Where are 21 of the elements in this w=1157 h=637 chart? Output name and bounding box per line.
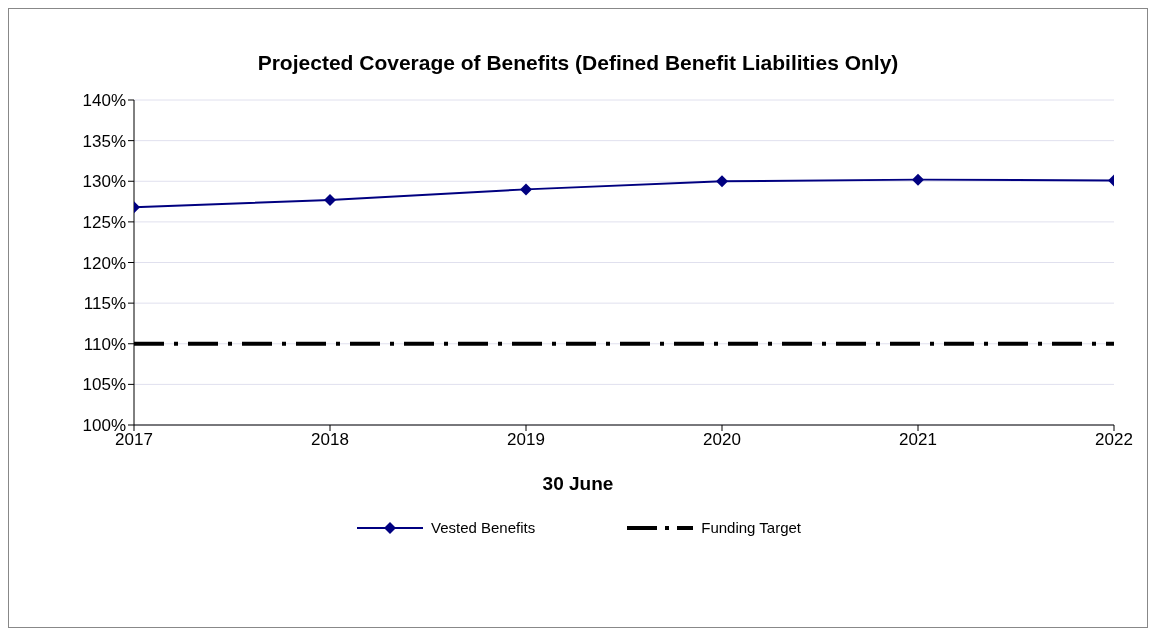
y-tick-label: 110% bbox=[83, 334, 126, 354]
legend-label: Vested Benefits bbox=[430, 519, 536, 536]
x-tick-label: 2020 bbox=[703, 430, 741, 450]
point bbox=[324, 193, 336, 206]
y-tick-label: 130% bbox=[82, 172, 126, 192]
chart-title: Projected Coverage of Benefits (Defined Benefit Liabilities Only) bbox=[256, 51, 900, 75]
y-tick-label: 115% bbox=[83, 294, 126, 314]
y-tick-label: 120% bbox=[82, 253, 126, 273]
x-tick-label: 2018 bbox=[311, 430, 349, 450]
x-tick-label: 2022 bbox=[1095, 430, 1133, 450]
point bbox=[912, 173, 924, 186]
y-tick-label: 140% bbox=[82, 91, 126, 111]
y-tick-label: 135% bbox=[82, 131, 126, 151]
legend-label: Funding Target bbox=[701, 519, 802, 536]
point bbox=[520, 183, 532, 196]
x-axis-title: 30 June bbox=[541, 473, 615, 495]
x-tick-label: 2021 bbox=[899, 430, 937, 450]
point bbox=[716, 175, 728, 188]
x-tick-label: 2019 bbox=[507, 430, 545, 450]
y-tick-label: 125% bbox=[82, 212, 126, 232]
y-tick-label: 105% bbox=[82, 375, 126, 395]
